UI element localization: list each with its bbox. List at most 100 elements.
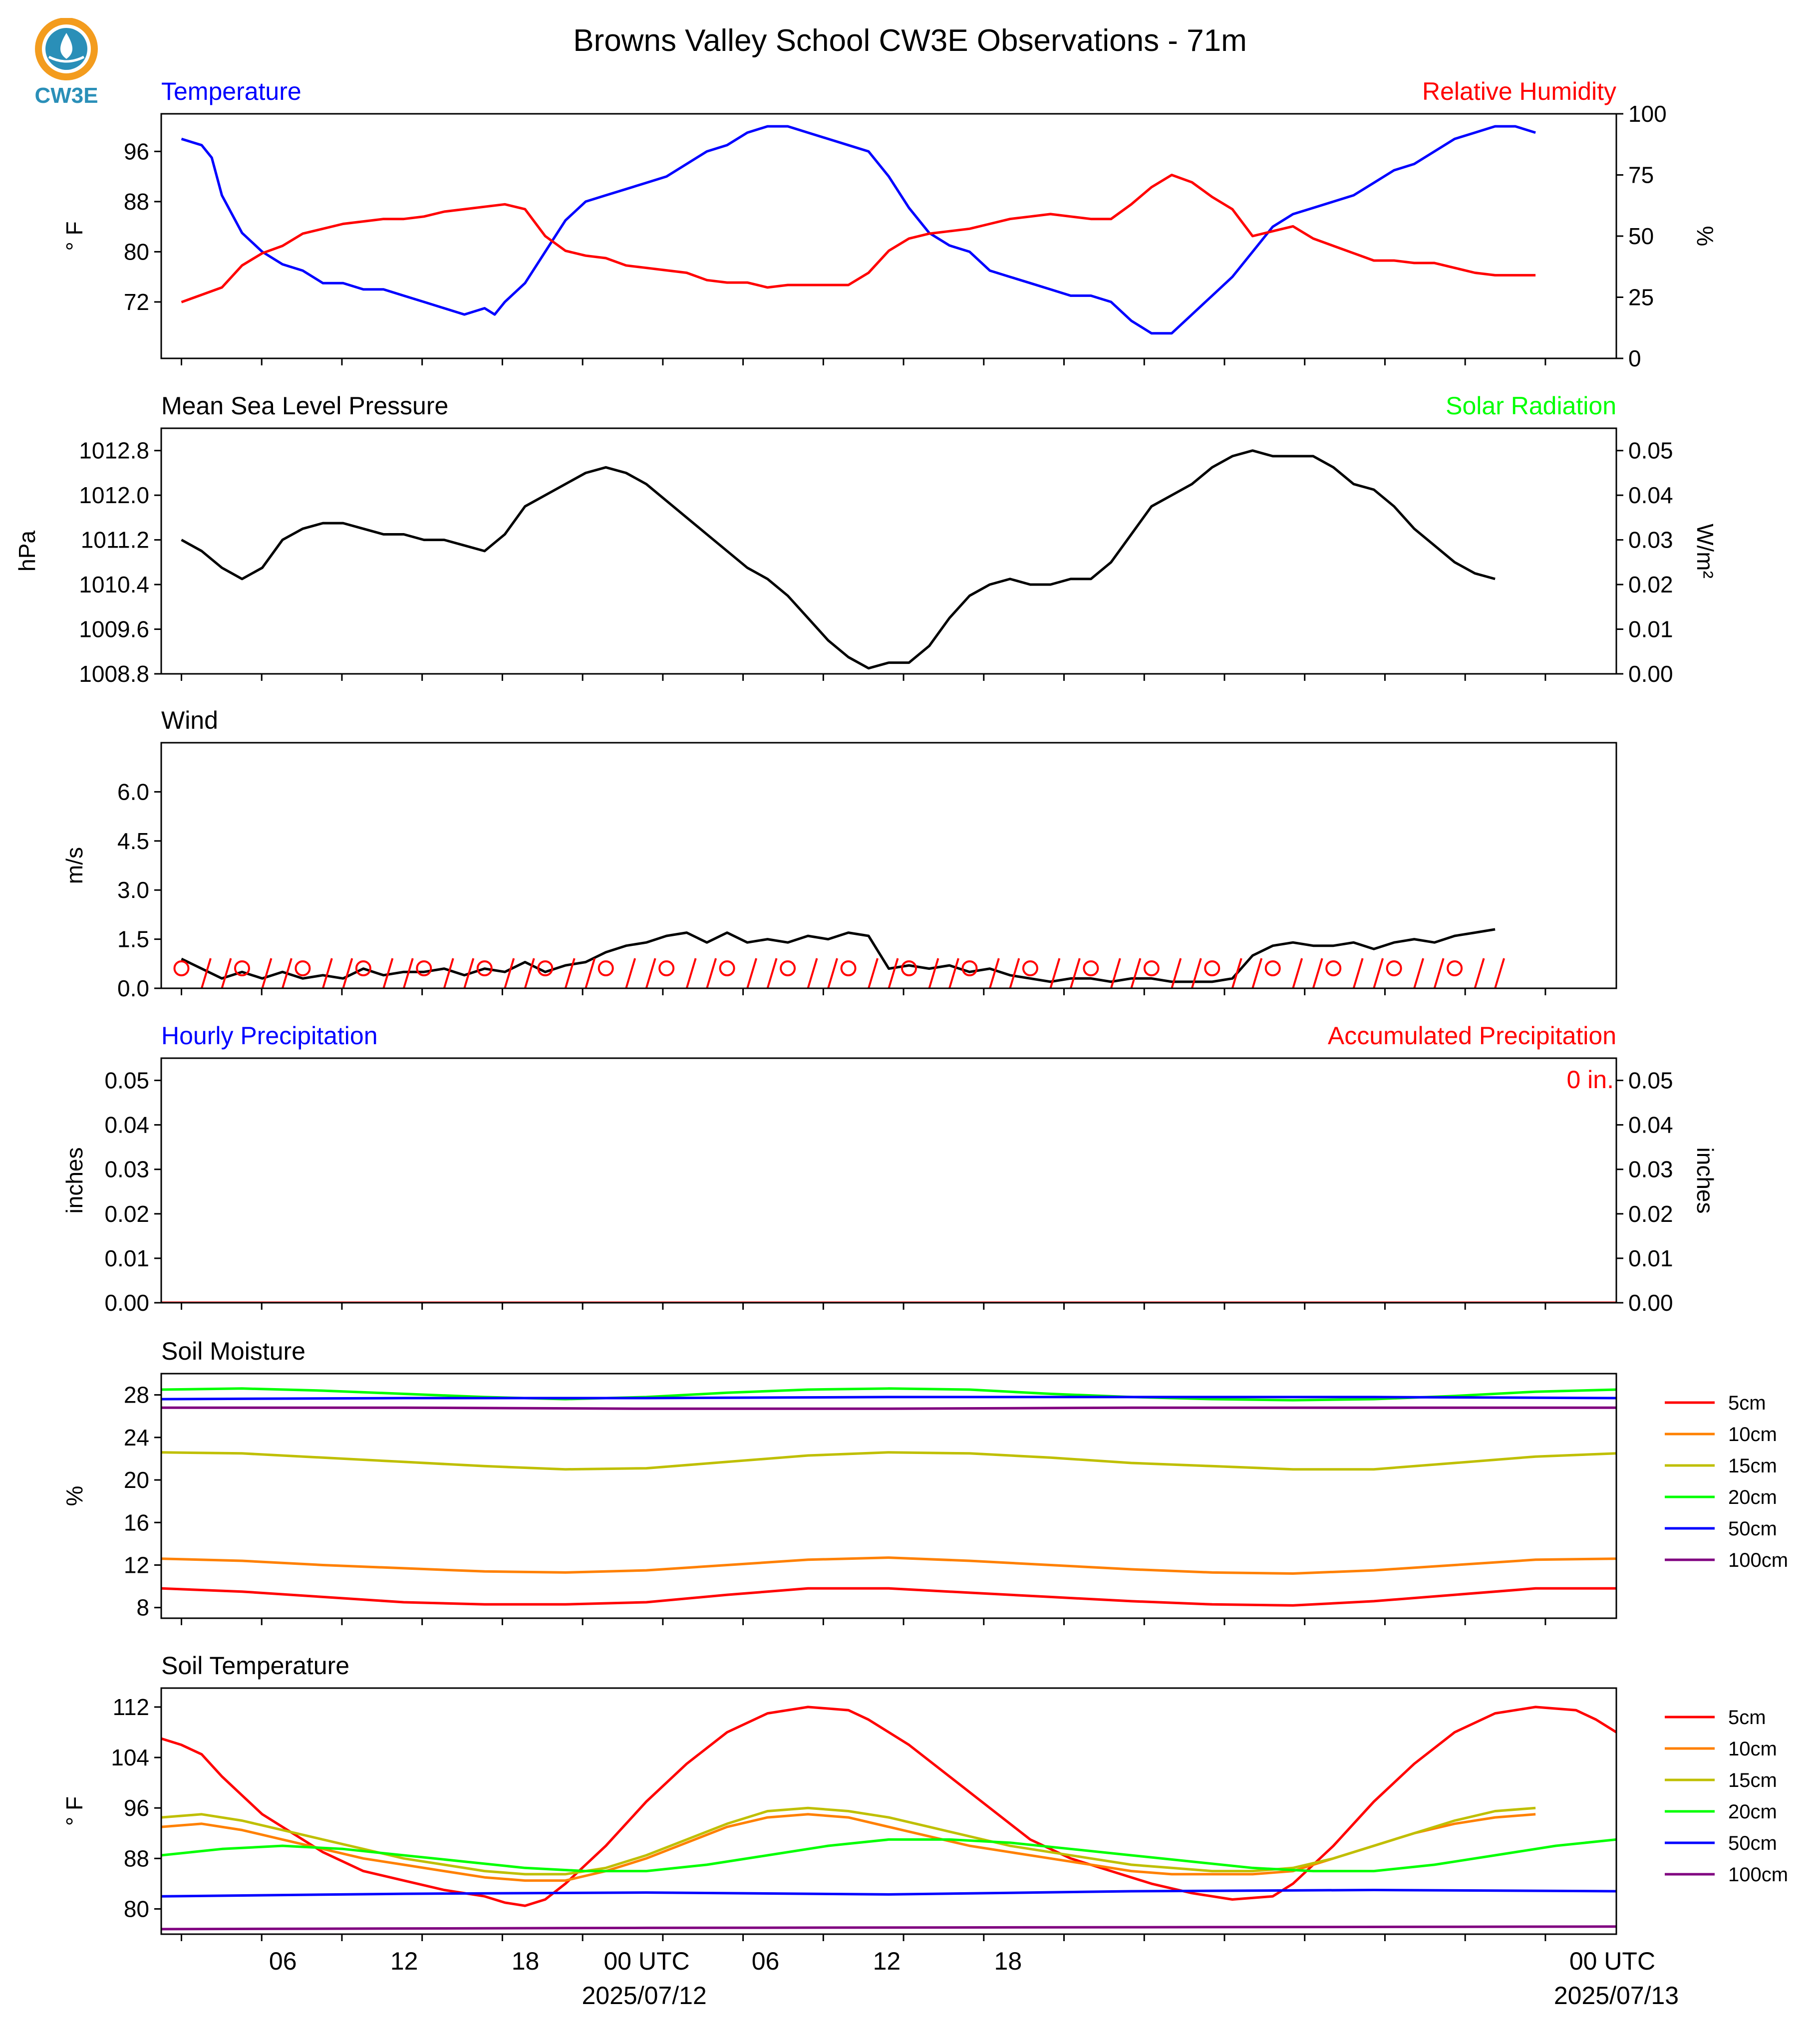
y-tick-label: 0.0 [117, 975, 149, 1001]
wind-barb-calm [780, 960, 796, 976]
wind-barb-calm [476, 960, 493, 976]
series-line-10cm [161, 1556, 1616, 1575]
wind-barb [1494, 958, 1505, 988]
axes-frame [160, 113, 1617, 359]
legend-label: 100cm [1728, 1864, 1788, 1886]
logo-text: CW3E [34, 83, 98, 108]
x-tick-label: 06 [269, 1947, 297, 1975]
wind-barb-calm [1204, 960, 1220, 976]
wind-barb [201, 958, 212, 988]
y-tick-label: 0.03 [104, 1157, 149, 1182]
wind-barb [807, 958, 818, 988]
y2-tick-label: 100 [1628, 101, 1667, 127]
wind-barb [625, 958, 636, 988]
panel-soil_moisture: Soil Moisture 28 24 20 16 12 8% 5cm 10cm 15cm 20cm… [61, 1337, 1788, 1625]
y2-tick-label: 0.00 [1628, 1290, 1673, 1316]
y2-tick-label: 0.03 [1628, 527, 1673, 553]
y-tick-label: 6.0 [117, 779, 149, 805]
wind-barb-calm [719, 960, 735, 976]
y-tick-label: 80 [124, 1896, 149, 1922]
y2-tick-label: 0.04 [1628, 482, 1673, 508]
wind-barb [1474, 958, 1485, 988]
y-tick-label: 24 [124, 1425, 149, 1450]
y-tick-label: 96 [124, 1795, 149, 1821]
panel-pressure: Mean Sea Level Pressure Solar Radiation 10… [14, 392, 1718, 687]
wind-barb [1312, 958, 1323, 988]
y-tick-label: 1012.0 [79, 482, 149, 508]
axes-frame [160, 742, 1617, 989]
series-line-15cm [161, 1451, 1616, 1471]
wind-barb [1130, 958, 1142, 988]
y2-tick-label: 0.00 [1628, 661, 1673, 687]
wind-barb [1413, 958, 1425, 988]
x-tick-label: 00 UTC [1569, 1947, 1655, 1975]
legend-label: 15cm [1728, 1769, 1777, 1791]
series-line-15cm [161, 1806, 1536, 1876]
legend: 5cm 10cm 15cm 20cm 50cm 100cm [1665, 1707, 1788, 1886]
wind-barb [382, 958, 394, 988]
wind-barb [1251, 958, 1263, 988]
wind-barb [221, 958, 232, 988]
wind-barb [1373, 958, 1384, 988]
y-tick-label: 0.02 [104, 1201, 149, 1227]
y-tick-label: 3.0 [117, 877, 149, 903]
wind-barb [463, 958, 475, 988]
wind-barb-calm [840, 960, 857, 976]
panel-left-title: Wind [161, 706, 218, 734]
wind-barb-calm [1386, 960, 1402, 976]
wind-barb [443, 958, 454, 988]
x-tick-label: 00 UTC [604, 1947, 689, 1975]
y-tick-label: 0.00 [104, 1290, 149, 1316]
series-line-0 [181, 928, 1496, 983]
series-line-50cm [161, 1396, 1616, 1401]
x-axis: 06 12 18 00 UTC 06 12 18 00 UTC 2025/07/12 2025/0… [269, 1947, 1679, 2010]
x-tick-label: 06 [752, 1947, 780, 1975]
series-line-20cm [161, 1838, 1616, 1873]
wind-barb [685, 958, 697, 988]
series-line-0 [181, 125, 1536, 335]
legend-label: 10cm [1728, 1738, 1777, 1760]
wind-barb [1292, 958, 1303, 988]
panel-precip: Hourly Precipitation Accumulated Precipit… [61, 1022, 1718, 1316]
y-tick-label: 112 [113, 1694, 149, 1720]
date-label: 2025/07/12 [582, 1982, 706, 2010]
y2-tick-label: 0.05 [1628, 438, 1673, 464]
panel-right-title: Solar Radiation [1446, 392, 1616, 420]
series-line-5cm [161, 1587, 1616, 1607]
wind-barb-calm [234, 960, 250, 976]
wind-barb-calm [537, 960, 554, 976]
wind-barb-calm [961, 960, 978, 976]
y-tick-label: 1008.8 [79, 661, 149, 687]
cw3e-logo: CW3E [34, 18, 98, 108]
wind-barb [402, 958, 414, 988]
logo-ring-icon [35, 18, 98, 80]
panel-left-title: Soil Moisture [161, 1337, 305, 1365]
axes-frame [160, 1373, 1617, 1619]
y2-tick-label: 0.01 [1628, 1245, 1673, 1271]
series-line-20cm [161, 1387, 1616, 1402]
wind-barb [1069, 958, 1081, 988]
wind-barb [746, 958, 758, 988]
wind-barb-calm [1447, 960, 1463, 976]
wind-barb [928, 958, 939, 988]
y2-tick-label: 25 [1628, 285, 1654, 310]
y-tick-label: 4.5 [117, 828, 149, 854]
y-tick-label: 1009.6 [79, 616, 149, 642]
y-tick-label: 88 [124, 1845, 149, 1871]
series-line-100cm [161, 1925, 1616, 1931]
series-line-1 [181, 174, 1536, 303]
y-tick-label: 96 [124, 138, 149, 164]
wind-barb [1171, 958, 1182, 988]
y-tick-label: 80 [124, 239, 149, 265]
wind-barb [645, 958, 656, 988]
axes-frame [160, 1057, 1617, 1304]
wind-barb [766, 958, 778, 988]
y-tick-label: 1011.2 [81, 527, 149, 553]
wind-barb-calm [295, 960, 311, 976]
wind-barb [1231, 958, 1242, 988]
y-tick-label: 0.04 [104, 1112, 149, 1138]
wind-barb-calm [901, 960, 917, 976]
wind-barb-calm [1022, 960, 1038, 976]
wind-barb [585, 958, 596, 988]
